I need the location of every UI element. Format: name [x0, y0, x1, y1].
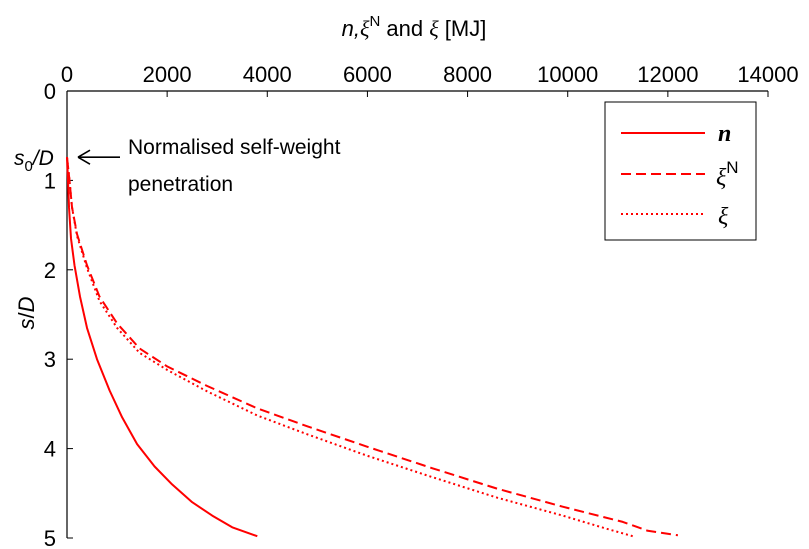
annotation-text-line-2: penetration [128, 173, 233, 196]
series-line-1 [66, 157, 679, 537]
series-layer [66, 157, 679, 538]
annotation-marker-s: s [14, 147, 25, 170]
legend-box [604, 101, 757, 241]
x-tick-label: 8000 [443, 62, 492, 87]
legend: n ξN ξ [604, 101, 757, 241]
annotation-marker-rest: /D [31, 147, 54, 170]
y-tick-label: 3 [44, 347, 56, 372]
x-axis-title-xi: ξ [360, 16, 370, 41]
legend-label-xiN-sup: N [726, 158, 738, 177]
series-line-2 [66, 157, 634, 538]
y-tick-label: 0 [44, 79, 56, 104]
x-axis-title: n,ξN and ξ [MJ] [342, 13, 487, 41]
y-tick-label: 5 [44, 526, 56, 549]
series-line-0 [66, 157, 258, 538]
y-tick-label: 2 [44, 258, 56, 283]
annotation-text-line-1: Normalised self-weight [128, 136, 341, 159]
y-tick-label: 1 [44, 168, 56, 193]
y-ticks: 0 1 2 3 4 5 [44, 79, 73, 549]
x-tick-label: 10000 [537, 62, 598, 87]
x-tick-label: 6000 [343, 62, 392, 87]
y-axis-title: s/D [14, 296, 39, 329]
y-axis-title-D: D [14, 296, 39, 312]
y-tick-label: 4 [44, 437, 56, 462]
x-tick-label: 4000 [243, 62, 292, 87]
annotation-arrow-head [77, 149, 91, 165]
y-axis-title-s: s [14, 319, 39, 330]
legend-label-xi: ξ [718, 204, 729, 230]
legend-label-xiN: ξN [716, 158, 739, 191]
x-tick-label: 12000 [637, 62, 698, 87]
x-tick-label: 2000 [143, 62, 192, 87]
x-tick-label: 0 [61, 62, 73, 87]
legend-label-xiN-main: ξ [716, 165, 727, 191]
x-ticks: 0 2000 4000 6000 8000 10000 12000 14000 [61, 62, 799, 97]
annotation-marker-sub: 0 [25, 158, 33, 175]
x-axis-title-n: n, [342, 16, 360, 41]
x-axis-title-sup: N [369, 13, 380, 30]
annotation-marker: s0/D [14, 147, 54, 175]
x-axis-title-unit: [MJ] [439, 16, 487, 41]
x-axis-title-xi2: ξ [429, 16, 439, 41]
legend-label-n: n [718, 121, 731, 147]
annotation: s0/D Normalised self-weight penetration [14, 136, 341, 196]
x-tick-label: 14000 [737, 62, 798, 87]
y-axis-title-slash: / [14, 312, 39, 319]
x-axis-title-and: and [380, 16, 429, 41]
